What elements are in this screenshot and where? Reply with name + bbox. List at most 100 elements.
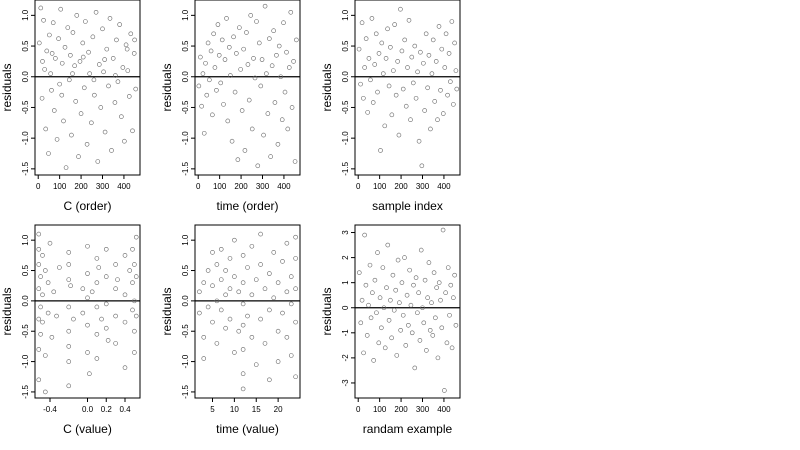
- data-point: [65, 25, 71, 30]
- data-point: [201, 280, 207, 285]
- data-point: [80, 40, 86, 46]
- data-point: [288, 9, 294, 15]
- data-point: [293, 374, 298, 380]
- data-point: [50, 20, 56, 26]
- data-point: [440, 111, 446, 116]
- data-point: [74, 13, 80, 18]
- data-point: [376, 340, 382, 346]
- data-point: [275, 280, 281, 285]
- data-point: [59, 60, 65, 66]
- data-point: [224, 16, 229, 21]
- x-tick-label: 15: [252, 405, 261, 414]
- data-point: [133, 86, 139, 92]
- data-point: [400, 86, 406, 92]
- y-tick-label: 1.0: [341, 9, 350, 21]
- data-point: [107, 16, 113, 21]
- data-point: [373, 31, 379, 37]
- x-tick-label: 100: [53, 182, 67, 191]
- data-point: [406, 322, 411, 328]
- data-point: [380, 71, 386, 76]
- x-tick-label: 100: [213, 182, 227, 191]
- data-point: [123, 42, 129, 48]
- data-point: [222, 57, 228, 62]
- data-point: [120, 65, 126, 70]
- data-point: [103, 246, 109, 252]
- data-point: [132, 37, 137, 43]
- data-point: [232, 89, 238, 95]
- data-point: [391, 68, 396, 73]
- data-point: [248, 13, 254, 18]
- x-axis-title: C (order): [63, 199, 111, 213]
- data-point: [255, 163, 261, 169]
- data-point: [95, 159, 101, 164]
- data-point: [76, 154, 81, 159]
- data-point: [132, 328, 137, 334]
- data-point: [49, 334, 55, 340]
- data-point: [267, 271, 272, 276]
- residual-panel-6: 0 100 200 300 400 3 2 1 0 -1 -2 -3 randam example res…: [320, 224, 461, 436]
- x-tick-label: 20: [274, 405, 283, 414]
- data-point: [443, 290, 448, 295]
- data-point: [63, 165, 69, 170]
- data-point: [410, 80, 416, 86]
- x-tick-label: 0: [356, 405, 361, 414]
- data-point: [361, 350, 366, 356]
- data-point: [215, 22, 221, 27]
- data-point: [259, 57, 265, 62]
- data-point: [66, 359, 72, 364]
- x-axis-title: C (value): [63, 422, 112, 436]
- data-point: [240, 301, 246, 307]
- data-point: [89, 289, 95, 295]
- data-point: [49, 51, 55, 56]
- data-point: [389, 112, 395, 118]
- data-point: [44, 48, 50, 54]
- data-point: [425, 85, 430, 91]
- data-point: [43, 353, 48, 358]
- data-point: [366, 56, 372, 61]
- y-tick-label: 1.0: [181, 9, 190, 21]
- data-point: [264, 71, 269, 76]
- data-point: [133, 313, 139, 319]
- y-axis-title: residuals: [0, 287, 14, 335]
- data-point: [254, 19, 259, 24]
- data-point: [77, 59, 83, 64]
- data-point: [403, 343, 409, 348]
- data-point: [411, 282, 416, 288]
- x-tick-label: 200: [394, 405, 408, 414]
- data-point: [371, 358, 376, 363]
- data-point: [211, 31, 216, 37]
- data-point: [235, 157, 241, 162]
- data-point: [133, 274, 139, 279]
- data-point: [214, 341, 220, 346]
- data-point: [236, 289, 242, 295]
- data-point: [84, 141, 90, 147]
- data-point: [284, 240, 290, 246]
- data-point: [36, 40, 42, 46]
- data-point: [201, 356, 207, 361]
- data-point: [267, 36, 272, 41]
- data-point: [416, 290, 421, 295]
- plot-frame: [34, 224, 141, 399]
- data-point: [218, 277, 224, 282]
- data-point: [262, 341, 268, 346]
- data-point: [258, 262, 263, 267]
- data-point: [276, 43, 282, 49]
- data-point: [288, 353, 294, 358]
- data-point: [274, 52, 279, 58]
- data-point: [423, 31, 429, 37]
- x-tick-label: 100: [373, 405, 387, 414]
- data-point: [440, 227, 446, 233]
- data-point: [376, 51, 382, 56]
- data-point: [122, 138, 127, 144]
- data-point: [262, 3, 268, 9]
- data-point: [409, 330, 415, 336]
- data-point: [218, 80, 224, 86]
- data-point: [58, 6, 64, 12]
- y-tick-label: 0.0: [181, 295, 190, 307]
- data-point: [92, 92, 97, 98]
- data-point: [402, 255, 407, 260]
- data-point: [291, 59, 296, 64]
- data-point: [398, 6, 403, 12]
- data-point: [218, 307, 224, 313]
- data-point: [249, 292, 255, 298]
